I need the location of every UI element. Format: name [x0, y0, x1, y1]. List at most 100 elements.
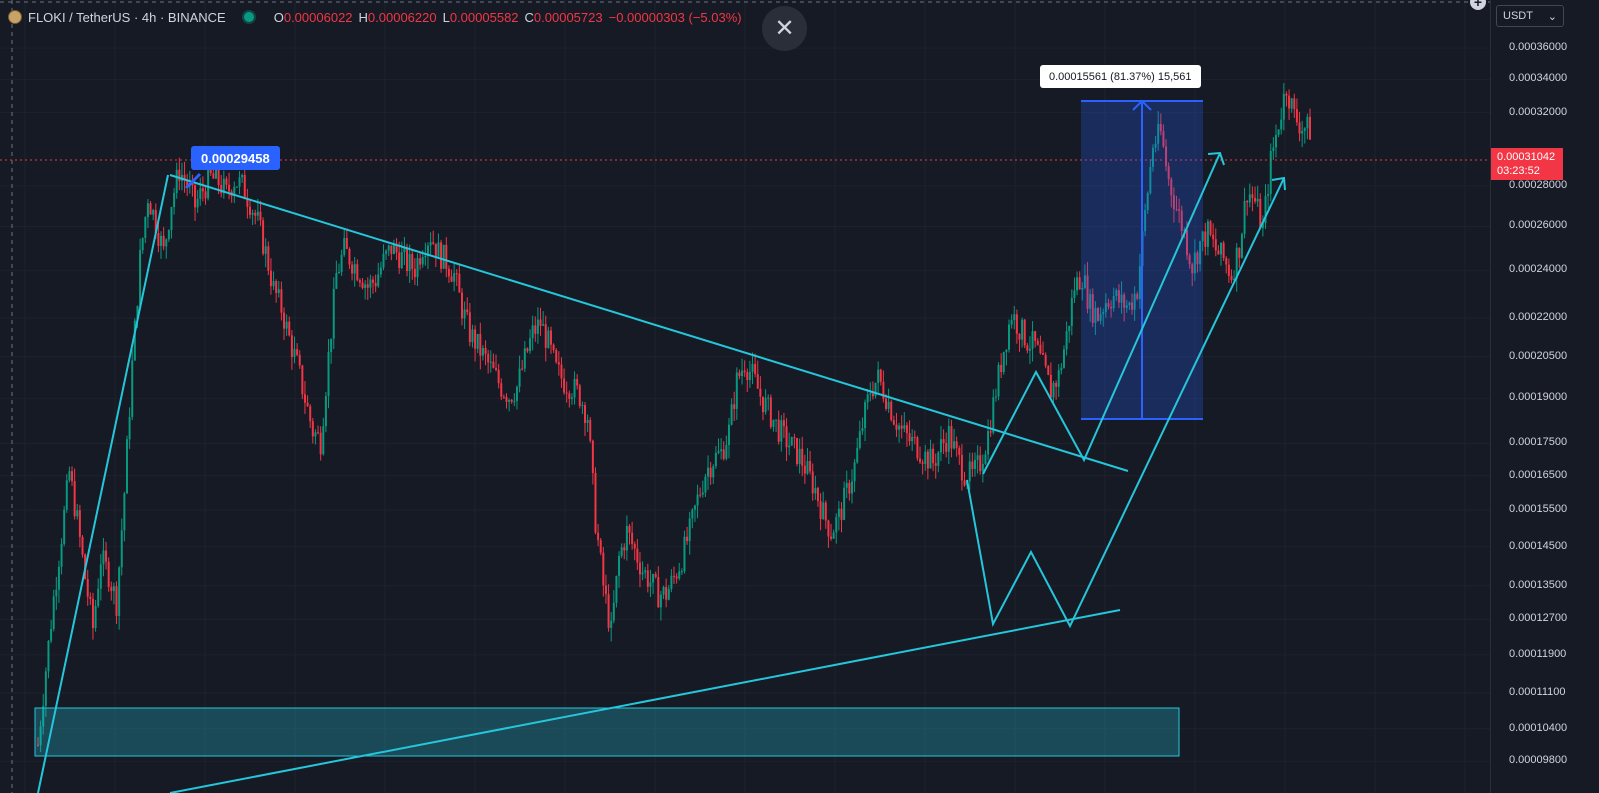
candle-body	[204, 191, 207, 199]
candle-body	[1261, 223, 1264, 229]
candle-body	[714, 452, 717, 467]
candle-body	[1068, 325, 1071, 332]
resistance-trendline	[169, 174, 1129, 472]
candle-body	[306, 402, 309, 407]
candle-body	[1254, 197, 1257, 202]
candle-body	[840, 508, 843, 520]
candle-body	[55, 589, 58, 597]
measure-callout[interactable]: 0.00015561 (81.37%) 15,561	[1040, 65, 1201, 88]
candle-body	[1288, 95, 1291, 109]
candlestick-chart[interactable]	[0, 0, 1490, 793]
price-tick-label: 0.00032000	[1509, 105, 1568, 118]
candle-body	[989, 431, 992, 433]
candle-body	[476, 333, 479, 349]
measure-arrow-head	[1132, 99, 1152, 111]
candle-body	[1112, 295, 1115, 309]
candle-body	[42, 705, 45, 727]
candle-body	[136, 305, 139, 321]
candle-body	[1149, 166, 1152, 194]
high-key: H	[358, 9, 368, 25]
symbol-title[interactable]: FLOKI / TetherUS · 4h · BINANCE	[28, 9, 226, 25]
candle-body	[625, 525, 628, 551]
candle-body	[529, 338, 532, 352]
candle-body	[738, 372, 741, 377]
candle-body	[508, 399, 511, 402]
candle-body	[366, 284, 369, 288]
candle-body	[709, 467, 712, 478]
candle-body	[327, 352, 330, 397]
candle-body	[1178, 209, 1181, 211]
candle-body	[97, 588, 100, 606]
projection-arrow-head-1	[1271, 176, 1286, 191]
candle-body	[1303, 128, 1306, 131]
candle-body	[877, 369, 880, 383]
candle-body	[620, 547, 623, 556]
price-axis[interactable]: 0.00036000 0.00034000 0.00032000 0.00028000…	[1490, 0, 1599, 793]
candle-body	[434, 243, 437, 257]
add-button[interactable]: +	[1470, 0, 1486, 10]
candle-body	[408, 254, 411, 272]
candle-body	[885, 398, 887, 409]
candle-body	[636, 548, 639, 563]
candle-body	[1146, 193, 1149, 211]
candle-body	[953, 441, 956, 449]
candle-body	[756, 374, 759, 389]
close-value: 0.00005723	[533, 9, 603, 25]
candle-body	[704, 476, 707, 493]
candle-body	[691, 509, 694, 519]
high-price-callout[interactable]: 0.00029458	[191, 146, 280, 170]
candle-body	[162, 235, 165, 247]
candle-body	[235, 186, 238, 188]
candle-body	[764, 397, 767, 413]
close-button[interactable]: ✕	[762, 6, 807, 51]
candle-body	[536, 319, 539, 334]
candle-body	[337, 271, 340, 274]
candle-body	[458, 273, 461, 293]
candle-body	[607, 594, 610, 628]
candle-body	[1138, 266, 1141, 299]
candle-body	[699, 494, 702, 496]
candle-body	[827, 520, 830, 537]
candle-body	[835, 517, 838, 533]
candle-body	[513, 401, 516, 403]
candle-body	[432, 242, 435, 244]
candle-body	[207, 168, 210, 199]
candle-body	[1306, 116, 1309, 129]
candle-body	[400, 252, 403, 268]
candle-body	[665, 586, 668, 600]
candle-body	[1295, 109, 1298, 123]
candle-body	[908, 433, 911, 442]
candle-body	[392, 244, 395, 254]
candle-body	[570, 397, 573, 399]
candle-body	[455, 273, 458, 275]
candle-body	[741, 370, 744, 377]
candle-body	[1102, 312, 1105, 315]
candle-body	[47, 640, 50, 672]
candle-body	[450, 276, 453, 282]
currency-select[interactable]: USDT ⌄	[1496, 5, 1564, 27]
candle-body	[309, 406, 312, 422]
candle-body	[1028, 348, 1031, 351]
candle-body	[563, 378, 566, 393]
candle-body	[725, 445, 728, 459]
candle-body	[474, 329, 477, 349]
candle-body	[594, 473, 597, 533]
candle-body	[518, 368, 521, 387]
candle-body	[1107, 303, 1110, 307]
chart-pane[interactable]	[0, 0, 1490, 793]
candle-body	[934, 463, 937, 466]
candle-body	[332, 288, 335, 339]
candle-body	[60, 543, 63, 567]
candle-body	[154, 210, 157, 234]
candle-body	[413, 268, 416, 278]
candle-body	[1123, 294, 1126, 308]
candle-body	[144, 217, 147, 239]
candle-body	[395, 244, 398, 253]
candle-body	[374, 282, 377, 287]
candle-body	[1220, 242, 1223, 255]
candle-body	[167, 230, 170, 240]
candle-body	[1282, 93, 1285, 120]
chevron-down-icon: ⌄	[1547, 10, 1557, 23]
candle-body	[272, 281, 275, 287]
candle-body	[489, 361, 492, 363]
